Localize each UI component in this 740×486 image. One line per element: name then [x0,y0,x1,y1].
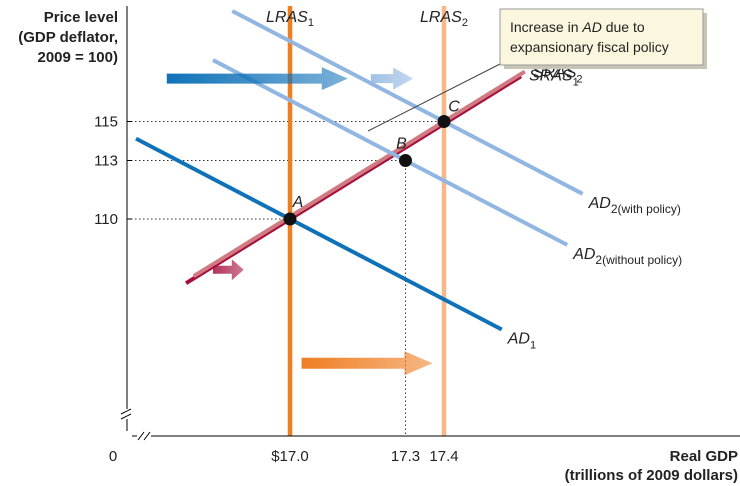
ad1-label: AD1 [507,330,536,351]
ad1-curve [135,136,503,332]
guide-lines [127,121,444,436]
x-axis-label-line-1: Real GDP [670,448,738,465]
lras1-label: LRAS1 [266,9,314,29]
point-c-label: C [448,99,460,116]
sras2-curve [192,69,526,278]
ad_shift_1-arrow [166,67,348,91]
callout: Increase in AD due to expansionary fiscal… [367,8,707,132]
callout-text-line-1: Increase in AD due to [510,19,645,35]
y-tick-label: 113 [94,153,118,170]
origin-label: 0 [109,448,117,465]
y-axis-break-mark [120,413,132,420]
point-b [399,154,412,167]
sras1-label: SRAS1 [529,67,579,88]
point-b-label: B [396,136,407,153]
lras_shift-arrow [301,351,433,376]
shift-arrows [166,67,433,376]
y-axis-label-line-3: 2009 = 100) [38,49,119,66]
x-tick-label: 17.4 [429,448,458,465]
y-tick-label: 110 [94,211,118,228]
axes [126,6,740,437]
sras2-label: SRAS2 [533,65,583,86]
y-axis-label-line-1: Price level [44,9,118,26]
point-c [437,115,451,128]
x-axis-label-line-2: (trillions of 2009 dollars) [565,467,738,484]
ad_shift_2-arrow [370,67,414,90]
x-axis-break-mark [137,431,145,441]
equilibrium-points [283,115,451,226]
point-a [283,212,297,226]
ad2wo-curve [212,58,569,247]
ad2w-label: AD2(with policy) [588,195,681,216]
axis-breaks [119,408,151,442]
x-tick-label: 17.3 [391,448,420,465]
callout-box [499,8,704,66]
sras_shift-arrow [213,259,244,281]
x-tick-label: $17.0 [271,448,309,465]
x-axis-break-mark [143,431,151,441]
y-axis-break-mark [120,408,132,415]
curves [135,6,584,436]
y-axis-label-line-2: (GDP deflator, [18,29,118,46]
ad2wo-label: AD2(without policy) [572,246,682,267]
callout-text-line-2: expansionary fiscal policy [510,39,669,55]
point-a-label: A [292,194,304,211]
callout-leader [367,62,503,132]
ad2w-curve [231,9,584,196]
y-tick-label: 115 [94,114,118,131]
lras2-label: LRAS2 [420,9,468,29]
